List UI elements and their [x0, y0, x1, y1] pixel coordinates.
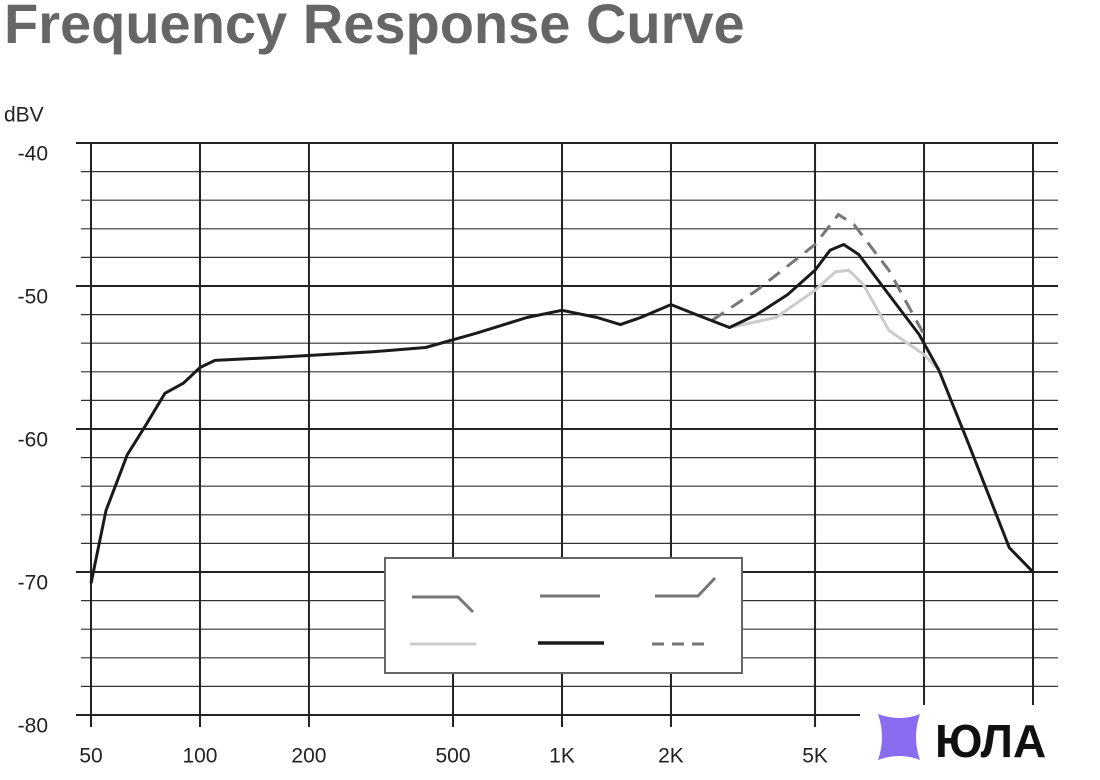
y-tick-label: -70 [18, 572, 48, 595]
watermark-logo [878, 714, 920, 760]
series-line [729, 268, 941, 372]
y-tick-label: -80 [18, 715, 48, 738]
legend [384, 557, 743, 674]
series-line [89, 243, 1035, 584]
x-tick-label: 2K [658, 745, 684, 768]
y-tick-label: -50 [18, 286, 48, 309]
chart-title: Frequency Response Curve [4, 0, 745, 55]
y-tick-label: -60 [18, 429, 48, 452]
x-tick-label: 5K [802, 745, 828, 768]
series-line [711, 213, 926, 336]
x-tick-label: 500 [435, 745, 470, 768]
x-tick-label: 50 [79, 745, 102, 768]
watermark-text: ЮЛА [935, 715, 1046, 767]
x-tick-label: 100 [182, 745, 217, 768]
x-tick-label: 200 [291, 745, 326, 768]
y-tick-label: -40 [18, 143, 48, 166]
x-tick-label: 1K [549, 745, 575, 768]
y-axis-label: dBV [4, 104, 44, 127]
